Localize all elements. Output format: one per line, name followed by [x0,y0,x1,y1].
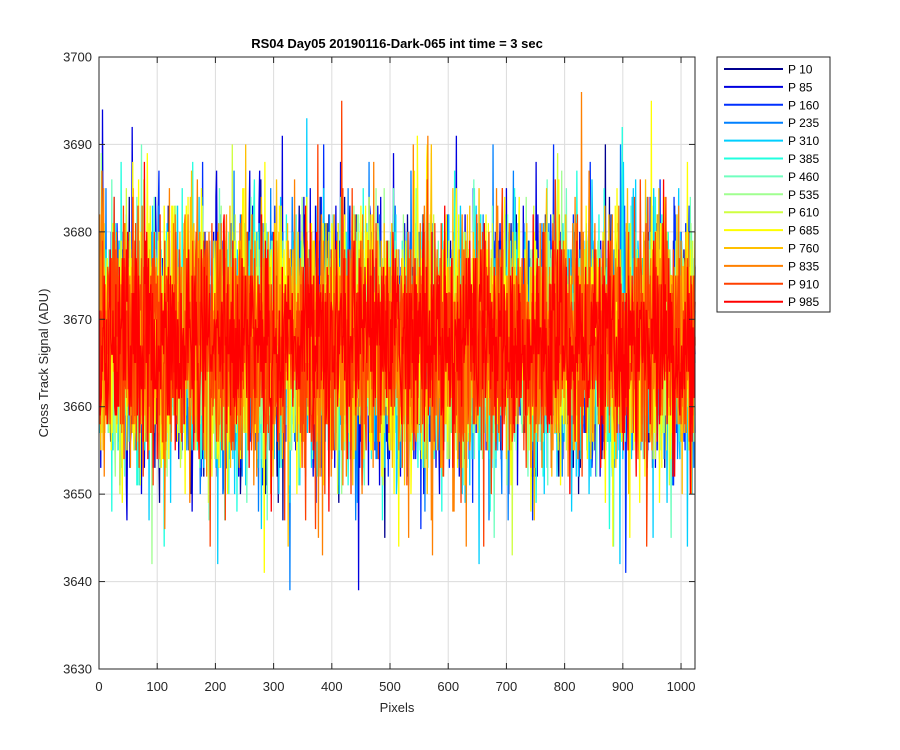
legend-label: P 85 [788,80,813,94]
x-tick-label: 300 [263,679,285,694]
x-tick-labels: 0 100 200 300 400 500 600 700 800 900 1000 [95,679,695,694]
legend-label: P 760 [788,242,819,256]
x-tick-label: 100 [146,679,168,694]
x-tick-label: 400 [321,679,343,694]
legend-label: P 610 [788,206,819,220]
axis-ticks [98,56,695,670]
legend-label: P 835 [788,259,819,273]
legend-label: P 235 [788,116,819,130]
series-line-p-910 [98,100,696,547]
plot-frame [98,56,696,670]
y-tick-label: 3670 [63,312,92,327]
x-tick-label: 0 [95,679,102,694]
y-tick-label: 3690 [63,137,92,152]
y-tick-label: 3650 [63,487,92,502]
y-tick-label: 3700 [63,50,92,65]
x-tick-label: 1000 [667,679,696,694]
legend-label: P 685 [788,224,819,238]
series-line-p-985 [98,161,696,512]
x-tick-label: 800 [554,679,576,694]
legend-label: P 10 [788,63,813,77]
legend-label: P 310 [788,134,819,148]
y-tick-label: 3640 [63,574,92,589]
legend-label: P 460 [788,170,819,184]
x-tick-label: 600 [437,679,459,694]
x-tick-label: 700 [496,679,518,694]
y-tick-label: 3660 [63,399,92,414]
series-layer [98,91,696,591]
x-tick-label: 900 [612,679,634,694]
x-tick-label: 200 [205,679,227,694]
legend-items: P 10 P 85 P 160 P 235 P 310 P 385 P 460 P 535 P … [724,63,819,309]
legend-label: P 910 [788,277,819,291]
legend-box [716,56,831,313]
legend-label: P 535 [788,188,819,202]
x-axis-label: Pixels [380,700,415,715]
legend-label: P 985 [788,295,819,309]
x-tick-label: 500 [379,679,401,694]
legend: P 10 P 85 P 160 P 235 P 310 P 385 P 460 P 535 P … [716,56,831,313]
chart-title: RS04 Day05 20190116-Dark-065 int time = … [251,36,543,51]
y-tick-label: 3630 [63,662,92,677]
legend-label: P 385 [788,152,819,166]
y-axis-label: Cross Track Signal (ADU) [36,289,51,438]
y-tick-labels: 3630 3640 3650 3660 3670 3680 3690 3700 [63,50,92,677]
y-tick-label: 3680 [63,224,92,239]
legend-label: P 160 [788,98,819,112]
